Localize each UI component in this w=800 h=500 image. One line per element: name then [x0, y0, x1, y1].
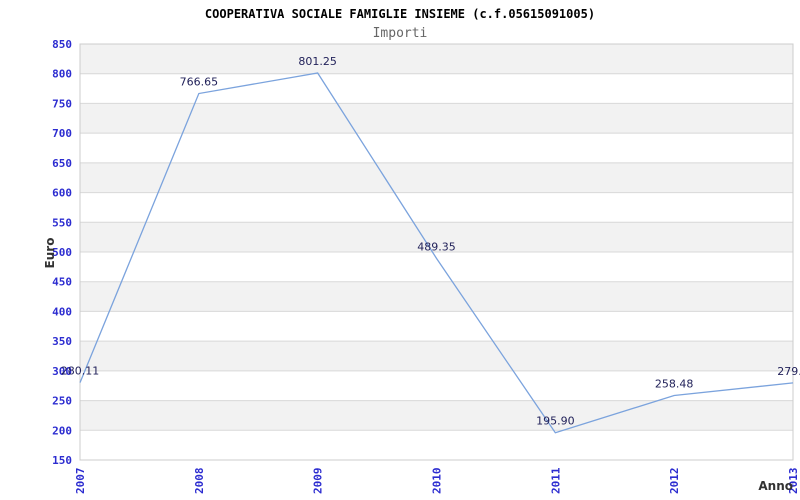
- x-tick-label: 2010: [431, 468, 444, 495]
- y-tick-label: 750: [52, 97, 72, 110]
- plot-band: [80, 192, 793, 223]
- y-tick-label: 400: [52, 305, 72, 318]
- y-tick-label: 550: [52, 216, 72, 229]
- point-label: 766.65: [180, 76, 219, 89]
- y-tick-label: 650: [52, 157, 72, 170]
- y-tick-label: 800: [52, 68, 72, 81]
- x-axis-title: Anno: [758, 479, 793, 493]
- y-tick-label: 350: [52, 335, 72, 348]
- x-tick-label: 2009: [312, 468, 325, 495]
- plot-band: [80, 162, 793, 193]
- point-label: 280.11: [61, 365, 100, 378]
- plot-band: [80, 252, 793, 282]
- y-tick-label: 600: [52, 187, 72, 200]
- y-tick-label: 250: [52, 395, 72, 408]
- plot-border: [79, 43, 794, 461]
- plot-band: [80, 430, 793, 460]
- plot-band: [80, 44, 793, 74]
- y-tick-label: 850: [52, 38, 72, 51]
- x-tick-label: 2007: [74, 468, 87, 495]
- y-tick-label: 300: [52, 365, 72, 378]
- plot-band: [80, 103, 793, 134]
- y-tick-label: 200: [52, 424, 72, 437]
- plot-area: 850 800 750 700 650 600 550 500 450 400 350 300 250 2…: [52, 38, 800, 494]
- x-tick-label: 2012: [668, 468, 681, 495]
- chart-title: COOPERATIVA SOCIALE FAMIGLIE INSIEME (c.…: [204, 7, 596, 21]
- y-tick-label: 450: [52, 276, 72, 289]
- y-tick-label: 150: [52, 454, 72, 467]
- chart-subtitle: Importi: [372, 26, 428, 41]
- x-tick-label: 2008: [193, 468, 206, 495]
- x-tick-label: 2011: [549, 467, 562, 494]
- y-axis-title: Euro: [43, 238, 57, 269]
- plot-band: [80, 400, 793, 431]
- point-label: 801.25: [298, 55, 337, 68]
- importi-line: [79, 72, 794, 434]
- y-tick-label: 700: [52, 127, 72, 140]
- point-label: 489.35: [417, 240, 456, 253]
- plot-band: [80, 222, 793, 252]
- point-label: 195.90: [536, 415, 575, 428]
- plot-band: [80, 311, 793, 342]
- y-tick-label: 500: [52, 246, 72, 259]
- point-label: 258.48: [655, 378, 694, 391]
- plot-band: [80, 73, 793, 104]
- plot-band: [80, 133, 793, 163]
- point-label: 279.8: [777, 365, 800, 378]
- plot-band: [80, 281, 793, 312]
- x-tick-label: 2013: [787, 468, 800, 495]
- plot-band: [80, 341, 793, 371]
